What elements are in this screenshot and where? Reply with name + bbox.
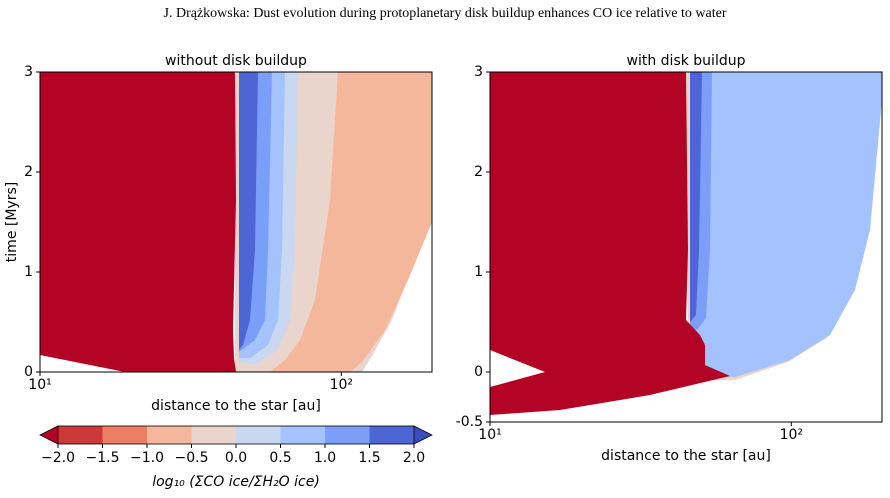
colorbar-bin xyxy=(102,426,148,444)
x-tick-label: 10¹ xyxy=(28,377,51,393)
contour-region xyxy=(690,72,702,322)
x-axis-label: distance to the star [au] xyxy=(151,398,321,414)
colorbar-tick-label: 1.5 xyxy=(358,450,380,466)
y-tick-label: 2 xyxy=(474,164,483,180)
colorbar-tick-label: 0.5 xyxy=(269,450,291,466)
colorbar-tick-label: −0.5 xyxy=(175,450,209,466)
panel-title: with disk buildup xyxy=(627,53,746,69)
x-axis-label: distance to the star [au] xyxy=(601,448,771,464)
y-axis-label: time [Myrs] xyxy=(4,182,20,262)
colorbar-tick-label: 2.0 xyxy=(403,450,425,466)
contour-region xyxy=(690,72,882,377)
y-tick-label: 3 xyxy=(24,64,33,80)
colorbar-bin xyxy=(236,426,281,444)
colorbar-bin xyxy=(191,426,237,444)
contours xyxy=(40,72,432,372)
y-tick-label: 1 xyxy=(24,264,33,280)
blank-region xyxy=(490,350,545,387)
colorbar-tick-label: −1.0 xyxy=(130,450,164,466)
axes-frame xyxy=(489,71,883,423)
x-tick-label: 10¹ xyxy=(478,427,501,443)
colorbar-tick-label: 0.0 xyxy=(225,450,247,466)
y-tick-label: 1 xyxy=(474,264,483,280)
y-tick-label: 3 xyxy=(474,64,483,80)
header: J. Drążkowska: Dust evolution during pro… xyxy=(164,6,727,21)
axes-frame xyxy=(39,71,433,373)
colorbar-tick-label: −2.0 xyxy=(41,450,75,466)
colorbar-tick-label: −1.5 xyxy=(86,450,120,466)
contour-region xyxy=(239,72,258,350)
colorbar-bin xyxy=(58,426,103,444)
contour-region xyxy=(270,72,432,372)
colorbar-label: log₁₀ (ΣCO ice/ΣH₂O ice) xyxy=(152,474,320,490)
colorbar-tick-label: 1.0 xyxy=(314,450,336,466)
x-tick-label: 10² xyxy=(330,377,353,393)
panel-title: without disk buildup xyxy=(165,53,307,69)
y-tick-label: -0.5 xyxy=(456,414,483,430)
y-tick-label: 0 xyxy=(24,364,33,380)
colorbar-under xyxy=(39,425,59,445)
contour-region xyxy=(40,72,236,372)
y-tick-label: 2 xyxy=(24,164,33,180)
colorbar-over xyxy=(413,425,433,445)
colorbar-bin xyxy=(369,426,415,444)
contours xyxy=(490,72,882,415)
colorbar-bin xyxy=(147,426,192,444)
plot-area xyxy=(40,72,432,372)
contour-region xyxy=(490,72,730,415)
blank-region xyxy=(40,355,125,372)
colorbar-bin xyxy=(325,426,370,444)
plot-area xyxy=(490,72,882,415)
x-tick-label: 10² xyxy=(780,427,803,443)
colorbar-bin xyxy=(280,426,326,444)
y-tick-label: 0 xyxy=(474,364,483,380)
